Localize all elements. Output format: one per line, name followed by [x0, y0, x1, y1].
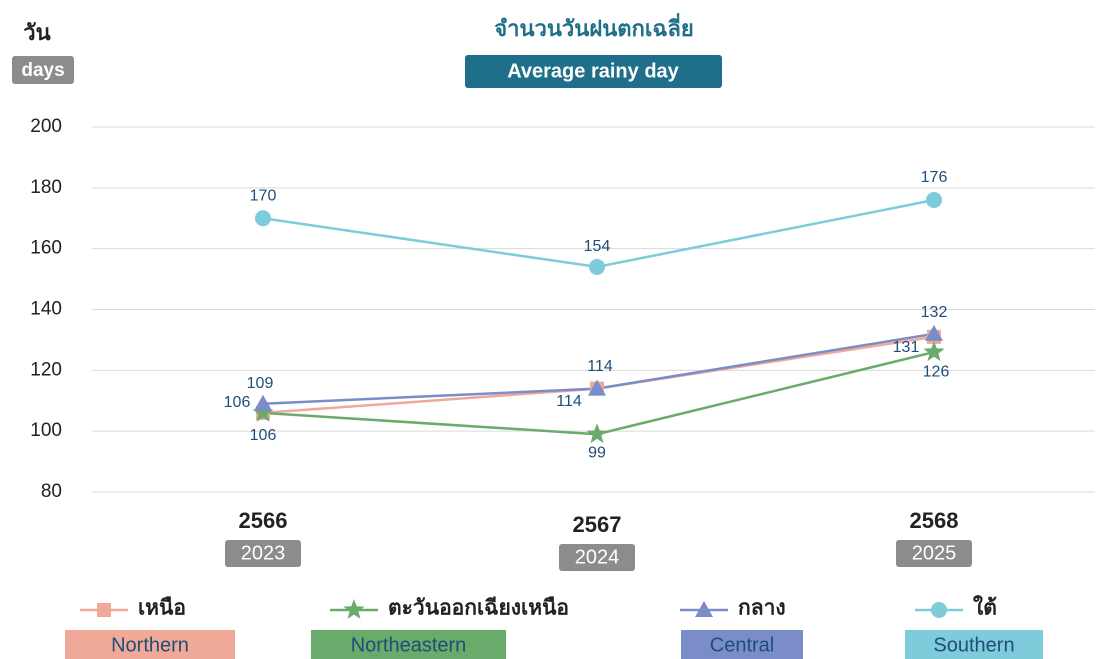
data-label: 114 — [556, 393, 582, 410]
marker — [343, 599, 365, 619]
y-tick-label: 100 — [30, 420, 62, 441]
y-tick-label: 180 — [30, 177, 62, 198]
legend-box — [905, 630, 1043, 659]
legend-label: ตะวันออกเฉียงเหนือ — [388, 596, 569, 620]
legend-label-en: Central — [710, 634, 774, 656]
legend-label-en: Northern — [111, 634, 189, 656]
series-line — [262, 335, 935, 415]
data-label: 106 — [250, 427, 277, 444]
x-tick-label: 2568 — [910, 508, 959, 533]
data-label: 109 — [247, 375, 274, 392]
x-tick-label-en: 2023 — [241, 542, 286, 564]
x-tick-label-en: 2025 — [912, 542, 957, 564]
y-tick-label: 200 — [30, 116, 62, 137]
marker — [926, 192, 942, 208]
marker — [695, 601, 713, 617]
marker — [97, 603, 111, 617]
x-tick-label-box — [225, 540, 301, 567]
data-label: 132 — [921, 304, 948, 321]
y-tick-label: 160 — [30, 238, 62, 259]
legend-label-en: Northeastern — [351, 634, 467, 656]
y-tick-label: 120 — [30, 359, 62, 380]
y-axis-label: วัน — [23, 20, 50, 45]
legend-label: ใต้ — [973, 595, 997, 620]
data-label: 176 — [921, 169, 948, 186]
marker — [254, 394, 272, 411]
marker — [588, 379, 606, 396]
marker — [923, 341, 945, 361]
marker — [252, 401, 274, 422]
data-label: 126 — [923, 363, 950, 380]
y-axis-label-box — [12, 56, 74, 84]
data-label: 154 — [584, 238, 611, 255]
data-label: 99 — [588, 444, 606, 461]
chart-title: จำนวนวันฝนตกเฉลี่ย — [494, 12, 693, 41]
subtitle-box — [465, 55, 722, 88]
marker — [255, 210, 271, 227]
data-label: 114 — [587, 358, 613, 375]
legend-label: เหนือ — [138, 596, 186, 620]
x-tick-label-box — [559, 544, 635, 571]
marker — [586, 423, 608, 444]
y-tick-label: 80 — [41, 481, 62, 502]
legend-box — [681, 630, 803, 659]
data-label: 106 — [224, 394, 251, 411]
legend-label-en: Southern — [933, 634, 1014, 656]
x-tick-label: 2567 — [573, 512, 622, 537]
legend-box — [65, 630, 235, 659]
legend-box — [311, 630, 506, 659]
marker — [589, 258, 605, 275]
marker — [931, 602, 947, 618]
x-tick-label-en: 2024 — [575, 546, 620, 568]
y-tick-label: 140 — [30, 299, 62, 320]
data-label: 131 — [893, 339, 920, 356]
chart-subtitle: Average rainy day — [507, 60, 679, 82]
y-axis-label-en: days — [21, 60, 64, 81]
legend-label: กลาง — [738, 597, 786, 620]
data-label: 170 — [250, 187, 277, 204]
x-tick-label-box — [896, 540, 972, 567]
marker — [925, 324, 943, 341]
x-tick-label: 2566 — [239, 508, 288, 533]
series-line — [262, 198, 935, 269]
